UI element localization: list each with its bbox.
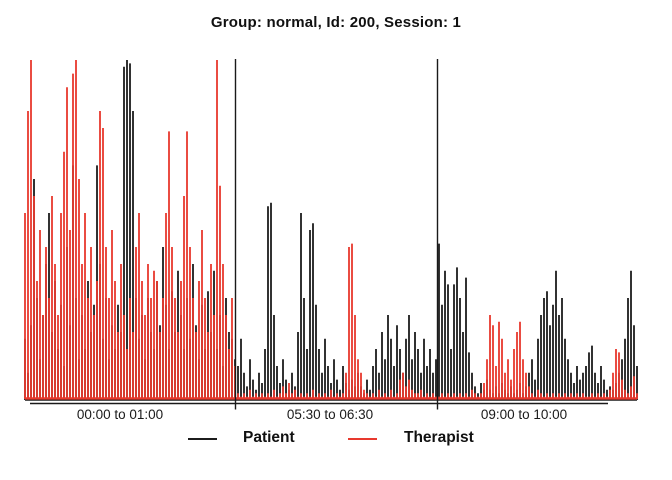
x-axis-label-segment-1: 00:00 to 01:00 <box>76 407 164 422</box>
x-axis-label-segment-2: 05:30 to 06:30 <box>286 407 374 422</box>
chart-legend: Patient Therapist <box>0 428 672 452</box>
patient-legend-line-icon <box>188 438 217 440</box>
x-axis-label-segment-3: 09:00 to 10:00 <box>480 407 568 422</box>
chart-title: Group: normal, Id: 200, Session: 1 <box>210 14 462 31</box>
therapist-legend-label: Therapist <box>404 429 474 446</box>
section-divider-lines <box>234 59 439 403</box>
therapist-series-line <box>24 60 638 399</box>
patient-legend-label: Patient <box>243 429 295 446</box>
x-axis-ticks <box>234 403 439 410</box>
patient-series-line <box>24 60 638 400</box>
therapist-legend-line-icon <box>348 438 377 440</box>
